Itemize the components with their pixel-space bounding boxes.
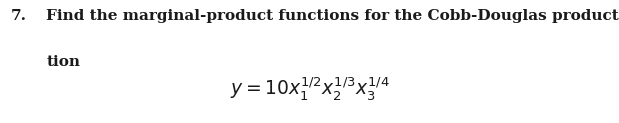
Text: tion: tion: [46, 55, 80, 69]
Text: $y = 10x_{1}^{1/2}x_{2}^{1/3}x_{3}^{1/4}$: $y = 10x_{1}^{1/2}x_{2}^{1/3}x_{3}^{1/4}…: [230, 76, 389, 103]
Text: Find the marginal-product functions for the Cobb-Douglas production func-: Find the marginal-product functions for …: [46, 9, 619, 23]
Text: 7.: 7.: [11, 9, 27, 23]
